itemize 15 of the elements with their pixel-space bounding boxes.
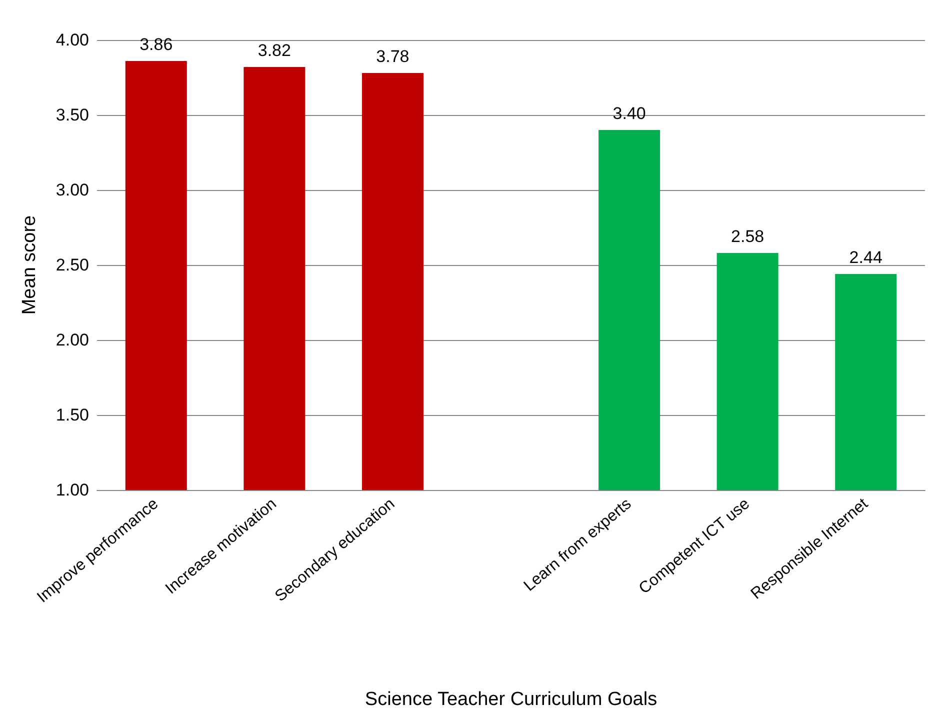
y-axis-title: Mean score	[19, 215, 40, 315]
x-axis-title: Science Teacher Curriculum Goals	[364, 689, 658, 710]
y-tick-label: 3.50	[56, 106, 89, 124]
data-label: 3.78	[376, 47, 410, 66]
data-label: 2.58	[731, 227, 764, 246]
data-label: 3.82	[258, 41, 291, 60]
y-tick-label: 4.00	[56, 30, 89, 50]
y-tick-label: 1.00	[56, 480, 89, 500]
data-label: 3.86	[140, 35, 173, 54]
y-tick-label: 3.00	[56, 180, 89, 200]
data-label: 3.40	[612, 104, 646, 123]
y-tick-label: 2.00	[56, 330, 89, 350]
y-tick-label: 1.50	[56, 406, 89, 424]
data-label: 2.44	[849, 248, 882, 267]
y-tick-label: 2.50	[56, 256, 89, 274]
